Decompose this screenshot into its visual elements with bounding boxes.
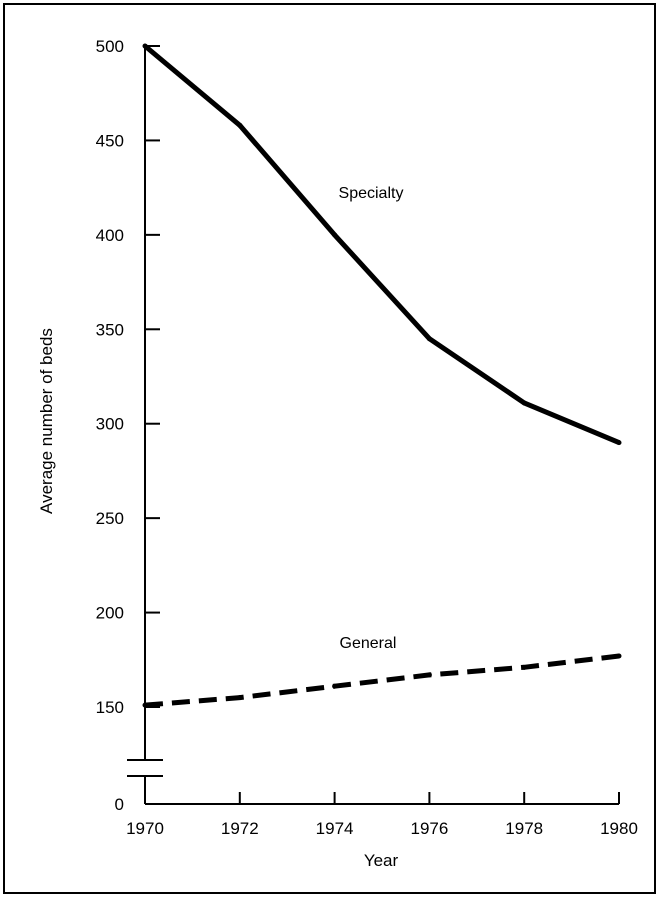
y-axis-title: Average number of beds (37, 328, 56, 514)
data-point-specialty (426, 336, 432, 342)
series-label-general: General (340, 635, 397, 652)
data-point-general (521, 664, 527, 670)
data-point-general (426, 672, 432, 678)
chart-frame (3, 3, 656, 894)
series-line-specialty (143, 44, 620, 445)
y-tick-label: 200 (96, 604, 124, 623)
data-point-specialty (237, 122, 243, 128)
y-tick-label: 450 (96, 131, 124, 150)
data-point-specialty (521, 400, 527, 406)
series-group (142, 43, 622, 708)
data-point-specialty (332, 232, 338, 238)
x-tick-label: 1980 (600, 819, 638, 838)
series-line-general (144, 653, 620, 708)
y-tick-label: 250 (96, 509, 124, 528)
y-tick-label: 400 (96, 226, 124, 245)
data-point-general (237, 695, 243, 701)
axes (127, 45, 619, 805)
x-tick-label: 1978 (505, 819, 543, 838)
y-tick-label: 300 (96, 415, 124, 434)
x-tick-label: 1972 (221, 819, 259, 838)
data-point-general (616, 653, 622, 659)
data-point-specialty (616, 440, 622, 446)
y-tick-label: 350 (96, 320, 124, 339)
x-tick-label: 1970 (126, 819, 164, 838)
data-point-specialty (142, 43, 148, 49)
series-label-specialty: Specialty (339, 185, 404, 202)
x-tick-label: 1976 (410, 819, 448, 838)
x-tick-label: 1974 (316, 819, 354, 838)
data-point-general (142, 702, 148, 708)
y-tick-label: 0 (115, 795, 124, 814)
data-point-general (332, 683, 338, 689)
y-tick-label: 500 (96, 37, 124, 56)
x-axis-title: Year (364, 851, 399, 870)
y-tick-label: 150 (96, 698, 124, 717)
ticks: 0 150 200 250 300 350 400 450 500 1970 1972 1974 197… (96, 37, 638, 838)
